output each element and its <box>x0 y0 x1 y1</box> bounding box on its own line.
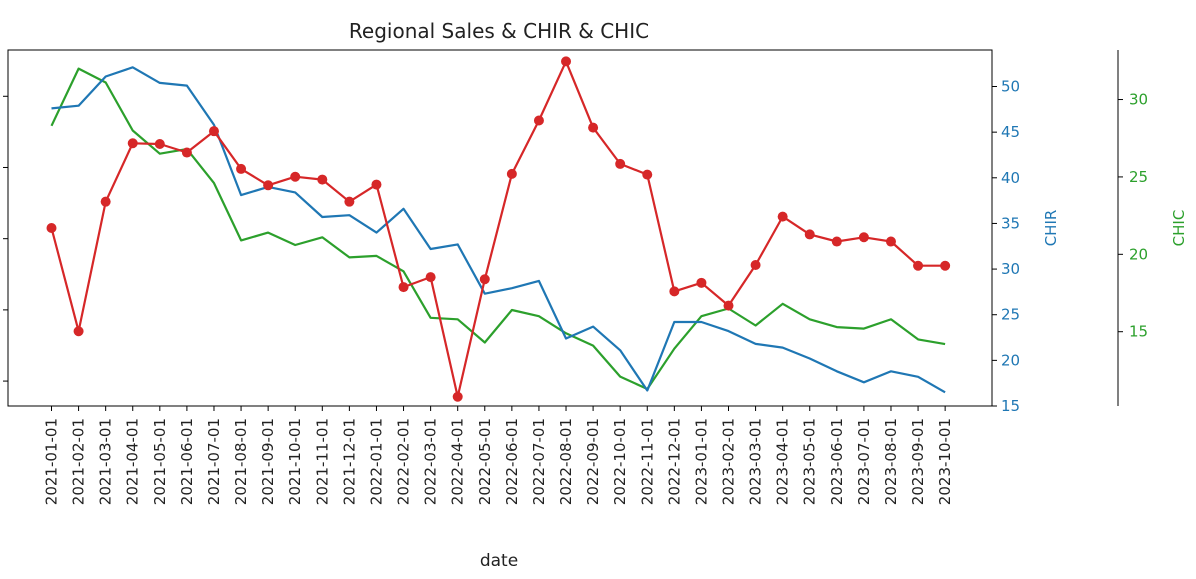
sales-point <box>940 260 951 271</box>
x-tick-label: 2022-12-01 <box>665 418 683 505</box>
chir-axis: 15 20 25 30 35 40 45 50 <box>992 78 1020 415</box>
sales-point <box>208 126 219 137</box>
sales-point <box>344 196 355 207</box>
x-tick-label: 2021-11-01 <box>313 418 331 505</box>
x-tick-label: 2023-04-01 <box>774 418 792 505</box>
chic-tick-label: 15 <box>1129 323 1148 341</box>
sales-point <box>100 196 111 207</box>
chic-tick-label: 25 <box>1129 168 1148 186</box>
x-tick-label: 2023-05-01 <box>801 418 819 505</box>
x-tick-label: 2021-04-01 <box>124 418 142 505</box>
sales-point <box>696 277 707 288</box>
chir-tick-label: 45 <box>1001 123 1020 141</box>
sales-point <box>181 147 192 158</box>
sales-point <box>425 272 436 283</box>
sales-point <box>506 168 517 179</box>
sales-point <box>127 138 138 149</box>
x-tick-label: 2021-12-01 <box>340 418 358 505</box>
chic-axis: 15 20 25 30 <box>1117 50 1148 406</box>
x-axis: 2021-01-01 2021-02-01 2021-03-01 2021-04-01… <box>43 406 954 505</box>
sales-point <box>263 180 274 191</box>
x-tick-label: 2022-01-01 <box>367 418 385 505</box>
sales-point <box>615 158 626 169</box>
x-tick-label: 2021-06-01 <box>178 418 196 505</box>
sales-point <box>371 179 382 190</box>
sales-point <box>46 223 57 233</box>
x-tick-label: 2022-10-01 <box>611 418 629 505</box>
x-tick-label: 2021-05-01 <box>151 418 169 505</box>
x-tick-label: 2023-10-01 <box>936 418 954 505</box>
plot-frame <box>7 49 993 407</box>
chic-axis-label: CHIC <box>1170 210 1188 247</box>
sales-point <box>561 56 572 67</box>
sales-point <box>642 169 653 180</box>
sales-point <box>154 138 165 149</box>
x-axis-label: date <box>480 551 518 571</box>
series-layer <box>46 56 951 402</box>
x-tick-label: 2021-10-01 <box>286 418 304 505</box>
chir-tick-label: 30 <box>1001 260 1020 278</box>
sales-point <box>73 326 84 337</box>
x-tick-label: 2022-04-01 <box>449 418 467 505</box>
chir-tick-label: 35 <box>1001 214 1020 232</box>
x-tick-label: 2023-08-01 <box>882 418 900 505</box>
chir-tick-label: 20 <box>1001 351 1020 369</box>
sales-point <box>723 300 734 311</box>
sales-point <box>290 171 301 182</box>
chart-title: Regional Sales & CHIR & CHIC <box>349 19 649 43</box>
chic-tick-label: 20 <box>1129 245 1148 263</box>
chir-line <box>51 66 946 394</box>
x-tick-label: 2022-08-01 <box>557 418 575 505</box>
sales-point <box>885 236 896 247</box>
chir-axis-label: CHIR <box>1042 210 1060 247</box>
chic-tick-label: 30 <box>1129 91 1148 109</box>
plot-border <box>7 49 993 407</box>
x-tick-label: 2021-08-01 <box>232 418 250 505</box>
sales-point <box>317 174 328 185</box>
x-tick-label: 2022-06-01 <box>503 418 521 505</box>
x-tick-label: 2021-01-01 <box>43 418 61 505</box>
x-tick-label: 2022-03-01 <box>422 418 440 505</box>
sales-point <box>669 286 680 297</box>
x-tick-label: 2021-07-01 <box>205 418 223 505</box>
x-tick-label: 2021-09-01 <box>259 418 277 505</box>
chir-tick-label: 50 <box>1001 78 1020 96</box>
chir-tick-label: 15 <box>1001 397 1020 415</box>
sales-point <box>777 211 788 222</box>
left-axis <box>3 95 8 382</box>
sales-point <box>479 274 490 285</box>
chic-line <box>50 67 946 391</box>
sales-point <box>236 163 247 174</box>
sales-point <box>588 122 599 133</box>
sales-point <box>750 260 761 271</box>
x-tick-label: 2021-02-01 <box>70 418 88 505</box>
x-tick-label: 2023-07-01 <box>855 418 873 505</box>
sales-point <box>831 236 842 247</box>
x-tick-label: 2021-03-01 <box>97 418 115 505</box>
sales-point <box>858 232 869 243</box>
sales-line <box>50 60 946 398</box>
x-tick-label: 2022-09-01 <box>584 418 602 505</box>
sales-point <box>398 282 409 293</box>
x-tick-label: 2022-05-01 <box>476 418 494 505</box>
sales-point <box>913 260 924 271</box>
x-tick-label: 2023-01-01 <box>692 418 710 505</box>
x-tick-label: 2023-06-01 <box>828 418 846 505</box>
sales-point <box>533 115 544 126</box>
sales-point <box>452 391 463 402</box>
x-tick-label: 2023-02-01 <box>720 418 738 505</box>
sales-point <box>804 229 815 240</box>
chir-tick-label: 25 <box>1001 306 1020 324</box>
x-tick-label: 2023-09-01 <box>909 418 927 505</box>
x-tick-label: 2022-02-01 <box>395 418 413 505</box>
x-tick-label: 2022-07-01 <box>530 418 548 505</box>
x-tick-label: 2023-03-01 <box>747 418 765 505</box>
chir-tick-label: 40 <box>1001 169 1020 187</box>
x-tick-label: 2022-11-01 <box>638 418 656 505</box>
